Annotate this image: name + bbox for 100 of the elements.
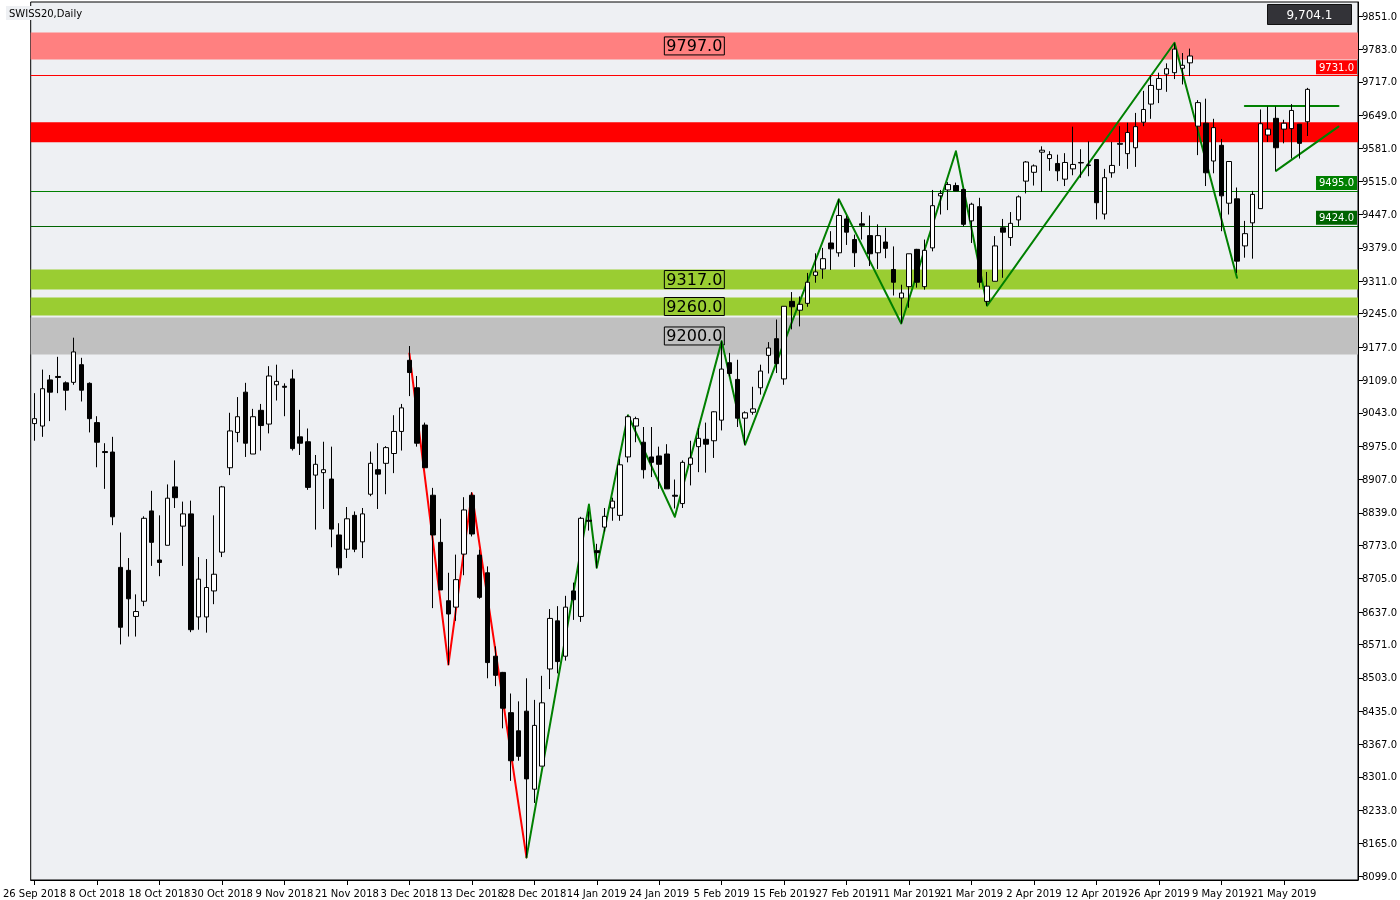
candlestick	[696, 427, 701, 473]
candlestick	[1023, 160, 1029, 194]
y-tick-label: 9177.0	[1362, 341, 1397, 353]
candlestick	[1141, 90, 1146, 127]
candlestick	[914, 248, 920, 289]
candlestick	[110, 436, 115, 526]
x-tick-label: 12 Apr 2019	[1065, 887, 1128, 899]
candlestick	[446, 572, 451, 666]
candlestick	[633, 416, 639, 443]
candlestick	[1187, 48, 1193, 77]
y-tick-label: 8705.0	[1362, 573, 1397, 585]
candlestick	[352, 510, 357, 553]
band-label: 9317.0	[666, 270, 723, 290]
candlestick	[828, 230, 834, 271]
candlestick	[656, 446, 662, 490]
candlestick	[1172, 42, 1177, 80]
candlestick	[375, 442, 381, 510]
candlestick	[1289, 103, 1294, 160]
candlestick	[875, 223, 881, 270]
candlestick	[891, 245, 896, 296]
x-tick-label: 14 Jan 2019	[566, 887, 627, 899]
candlestick	[1102, 168, 1107, 220]
candlestick	[1273, 106, 1279, 172]
candlestick	[1203, 98, 1209, 187]
candlestick	[438, 518, 443, 591]
candlestick	[118, 532, 123, 645]
candlestick	[508, 693, 514, 782]
candlestick	[984, 271, 990, 307]
y-tick-label: 8975.0	[1362, 440, 1397, 452]
candlestick	[672, 479, 678, 509]
x-tick-label: 9 May 2019	[1191, 887, 1251, 899]
candlestick	[461, 496, 467, 576]
candlestick	[617, 458, 623, 522]
x-tick-label: 26 Sep 2018	[2, 887, 67, 899]
y-tick-label: 8637.0	[1362, 606, 1397, 618]
candlestick	[766, 341, 771, 375]
candlestick	[1062, 152, 1068, 187]
candlestick	[141, 515, 147, 607]
candlestick	[1094, 159, 1099, 220]
candlestick	[1047, 150, 1052, 172]
y-tick-label: 9245.0	[1362, 308, 1397, 320]
candlestick	[360, 507, 365, 559]
band-label: 9200.0	[666, 326, 723, 346]
candlestick	[899, 284, 904, 324]
candlestick	[735, 359, 740, 428]
candlestick	[321, 441, 326, 510]
candlestick	[55, 356, 61, 394]
candlestick	[344, 506, 350, 559]
candlestick	[852, 234, 857, 268]
candlestick	[407, 345, 412, 397]
candlestick	[930, 189, 935, 252]
candlestick	[820, 247, 826, 280]
candlestick	[422, 422, 428, 469]
candlestick	[274, 364, 279, 402]
candlestick	[664, 443, 670, 490]
candlestick	[883, 227, 888, 259]
y-tick-label: 8435.0	[1362, 705, 1397, 717]
candlestick	[258, 403, 264, 452]
candlestick	[250, 408, 256, 455]
x-tick-label: 21 May 2019	[1251, 887, 1317, 899]
candlestick	[641, 426, 646, 480]
candlestick	[391, 414, 397, 474]
candlestick	[290, 369, 295, 452]
candlestick	[87, 381, 92, 433]
candlestick	[586, 510, 592, 532]
candlestick	[1008, 211, 1013, 247]
candlestick	[1078, 148, 1084, 179]
y-tick-label: 8839.0	[1362, 507, 1397, 519]
candlestick	[797, 295, 803, 327]
y-tick-label: 8099.0	[1362, 870, 1397, 882]
candlestick	[500, 671, 506, 729]
candlestick	[594, 543, 600, 569]
candlestick	[94, 415, 100, 468]
candlestick	[1242, 220, 1248, 259]
candlestick	[188, 500, 194, 633]
candlestick	[953, 182, 959, 192]
candlestick	[867, 214, 873, 267]
candlestick	[992, 235, 998, 282]
candlestick	[414, 375, 420, 448]
candlestick	[578, 516, 584, 623]
candlestick	[1055, 154, 1060, 182]
candlestick	[430, 487, 436, 609]
candlestick	[1070, 126, 1076, 176]
candlestick	[71, 337, 76, 386]
candlestick	[1281, 119, 1287, 144]
candlestick	[485, 565, 490, 679]
candlestick	[1250, 190, 1255, 260]
candlestick	[1109, 141, 1115, 179]
x-tick-label: 30 Oct 2018	[191, 887, 253, 899]
x-tick-label: 21 Nov 2018	[314, 887, 379, 899]
annotation: 9,704.1	[1286, 7, 1333, 22]
candlestick	[727, 352, 732, 377]
candlestick	[399, 403, 404, 452]
y-tick-label: 9717.0	[1362, 76, 1397, 88]
candlestick	[196, 556, 201, 631]
candlestick	[63, 380, 69, 411]
candlestick	[165, 483, 170, 546]
y-tick-label: 8233.0	[1362, 804, 1397, 816]
candlestick	[1305, 87, 1310, 137]
candlestick	[126, 557, 131, 638]
